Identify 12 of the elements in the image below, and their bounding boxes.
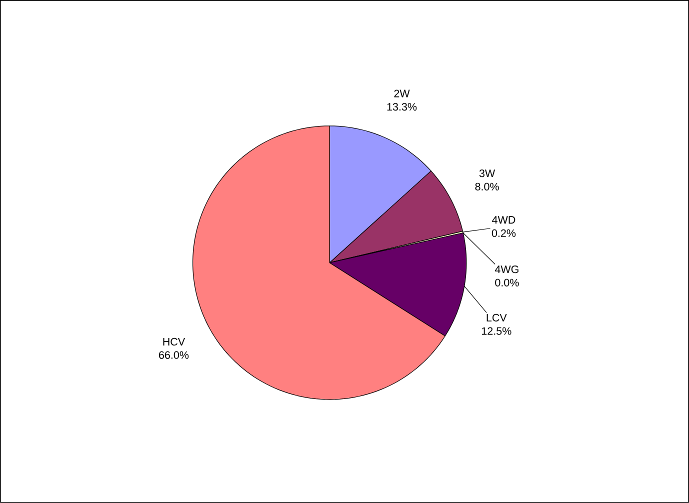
slice-label: 2W xyxy=(394,90,410,98)
data-label: 0.2% xyxy=(492,229,516,238)
category-label: 4WG xyxy=(494,266,518,274)
slice-label: 3W xyxy=(479,170,496,178)
slice-label: LCV xyxy=(486,314,507,322)
data-label: 8.0% xyxy=(475,182,499,191)
slice-label: 4WD xyxy=(492,216,516,224)
data-label: 12.5% xyxy=(482,327,512,335)
text: 0.0% xyxy=(495,278,519,287)
slice-label: HCV xyxy=(163,338,186,346)
data-label: 13.3% xyxy=(387,103,417,111)
data-label: 66.0% xyxy=(159,351,189,359)
